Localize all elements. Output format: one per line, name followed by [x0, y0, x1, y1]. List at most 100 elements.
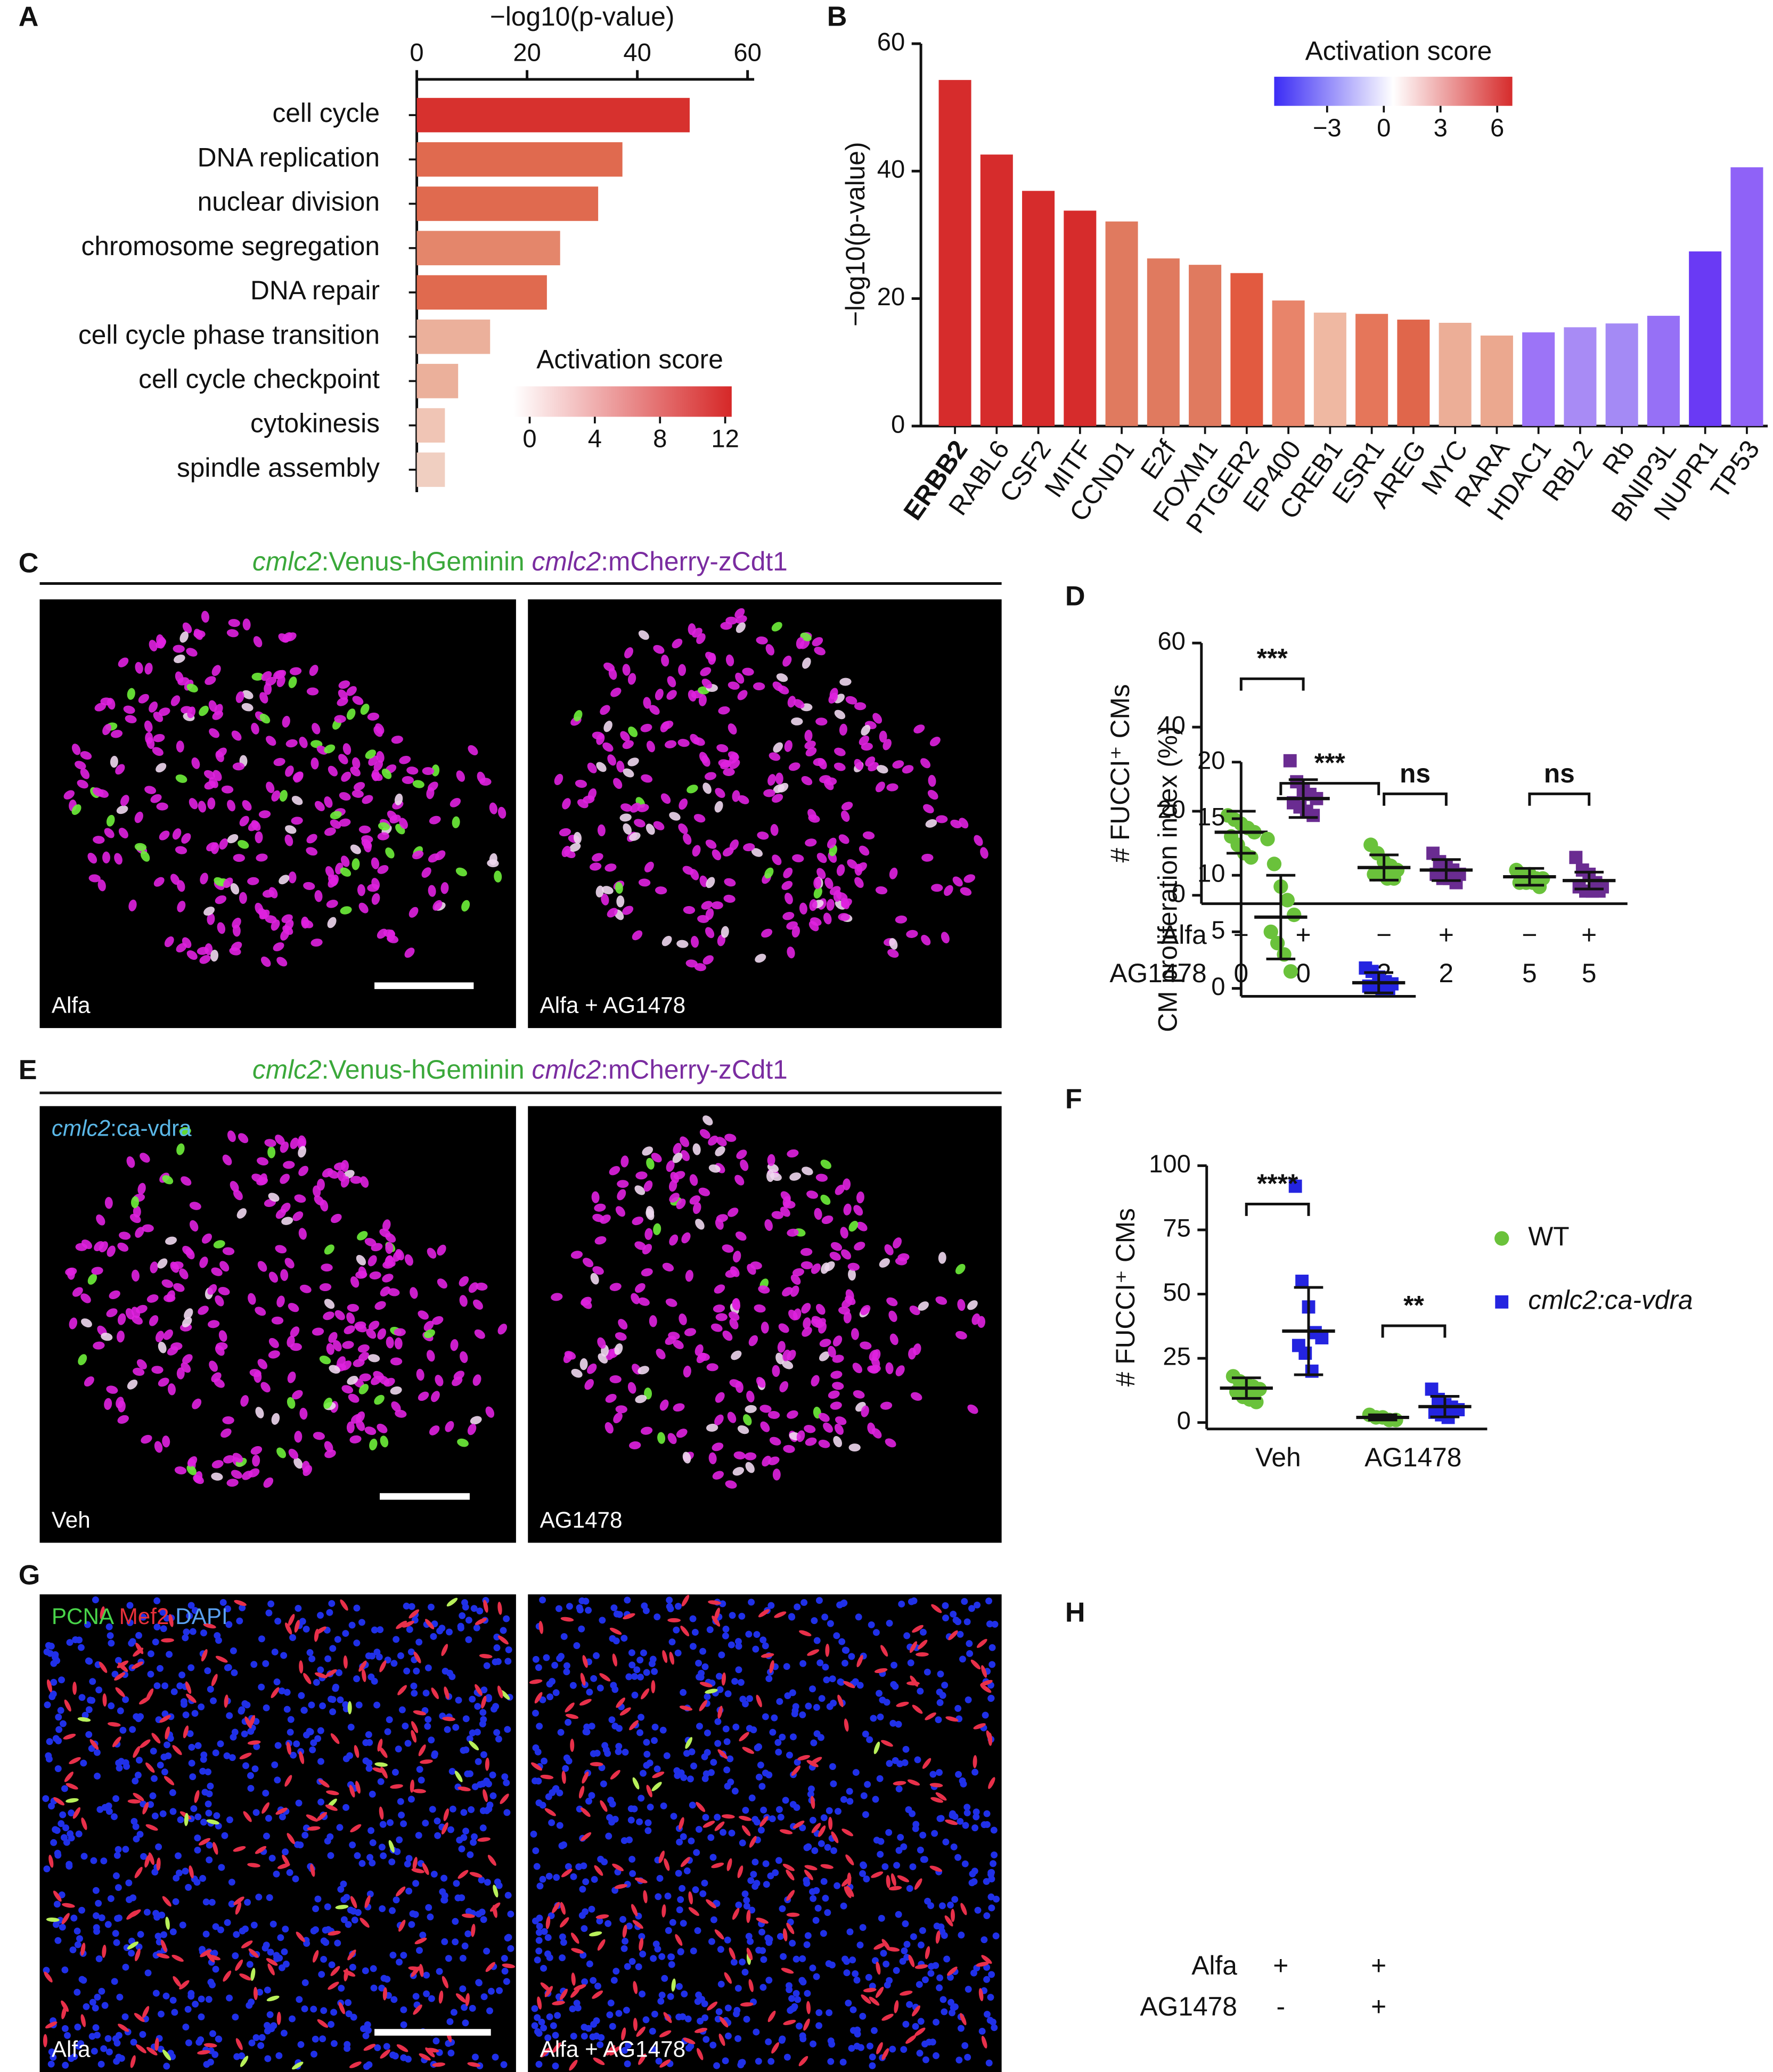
nucleus: [561, 1869, 573, 1878]
nucleus: [345, 1999, 352, 2006]
nucleus: [548, 1819, 555, 1826]
nucleus: [643, 1750, 651, 1758]
nucleus: [98, 1988, 105, 1995]
nucleus: [255, 1307, 266, 1316]
nucleus: [592, 853, 603, 862]
nucleus: [297, 2041, 305, 2048]
nucleus: [224, 1605, 231, 1612]
nucleus: [698, 1187, 710, 1196]
nucleus: [405, 1887, 413, 1895]
nucleus: [541, 1928, 548, 1935]
nucleus: [683, 2037, 696, 2044]
nucleus: [535, 1937, 543, 1944]
nucleus: [623, 823, 632, 835]
nucleus: [131, 1269, 140, 1282]
nucleus: [207, 1284, 217, 1295]
colorbar-tick-label: 8: [653, 425, 667, 453]
nucleus: [471, 1923, 476, 1937]
nucleus: [973, 1723, 986, 1730]
nucleus: [722, 1244, 734, 1253]
nucleus: [271, 1649, 279, 1655]
nucleus: [314, 890, 323, 902]
nucleus: [675, 1870, 682, 1877]
nucleus: [624, 647, 634, 658]
nucleus: [718, 759, 730, 768]
nucleus: [172, 828, 182, 840]
nucleus: [100, 1606, 105, 1620]
nucleus: [93, 1924, 100, 1931]
nucleus: [386, 1336, 394, 1349]
nucleus: [708, 1164, 721, 1173]
y-tick-label: 75: [1163, 1214, 1191, 1242]
nucleus: [552, 2032, 559, 2039]
nucleus: [331, 1213, 342, 1223]
nucleus: [625, 1673, 633, 1681]
data-point: [1280, 893, 1295, 908]
nucleus: [551, 1293, 563, 1301]
nucleus: [330, 819, 341, 829]
nucleus: [362, 795, 373, 804]
nucleus: [312, 1327, 324, 1336]
nucleus: [863, 1988, 877, 1993]
nucleus: [288, 1303, 299, 1312]
nucleus: [209, 1981, 216, 1988]
nucleus: [707, 2001, 718, 2011]
nucleus: [170, 874, 180, 885]
nucleus: [952, 876, 963, 887]
nucleus: [276, 1295, 285, 1308]
nucleus: [306, 847, 318, 856]
nucleus: [969, 1870, 976, 1878]
nucleus: [535, 1947, 543, 1955]
nucleus: [811, 1617, 818, 1625]
nucleus: [428, 885, 436, 897]
nucleus: [698, 1352, 710, 1361]
nucleus: [740, 1159, 749, 1171]
nucleus: [110, 755, 118, 768]
nucleus: [194, 1790, 200, 1803]
nucleus: [140, 1853, 148, 1860]
nucleus: [159, 1810, 167, 1817]
nucleus: [454, 1771, 463, 1782]
nucleus: [99, 1661, 108, 1673]
y-axis-title: −log10(p-value): [840, 142, 870, 327]
nucleus: [228, 1754, 236, 1761]
nucleus: [839, 2058, 847, 2066]
nucleus: [888, 1310, 897, 1322]
nucleus: [424, 1723, 431, 1730]
nucleus: [105, 2048, 113, 2055]
nucleus: [159, 1715, 171, 1723]
nucleus: [314, 1628, 319, 1642]
nucleus: [59, 1811, 67, 1818]
bar: [416, 142, 623, 177]
nucleus: [627, 673, 636, 685]
nucleus: [682, 1451, 691, 1464]
nucleus: [871, 2027, 878, 2034]
nucleus: [614, 1343, 623, 1355]
nucleus: [565, 1863, 572, 1870]
bar: [1605, 323, 1638, 426]
nucleus: [840, 1599, 848, 1606]
nucleus: [846, 1798, 854, 1805]
nucleus: [66, 1798, 79, 1803]
nucleus: [80, 2014, 86, 2027]
nucleus: [571, 1368, 583, 1378]
nucleus: [732, 1298, 740, 1310]
nucleus: [328, 1600, 336, 1607]
nucleus: [782, 1863, 795, 1871]
nucleus: [938, 1928, 946, 1935]
nucleus: [393, 1636, 400, 1643]
nucleus: [896, 1701, 909, 1707]
nucleus: [889, 938, 898, 950]
nucleus: [881, 2013, 894, 2021]
nucleus: [561, 845, 571, 858]
nucleus: [238, 2052, 246, 2060]
nucleus: [164, 1741, 170, 1749]
nucleus: [501, 1773, 509, 1781]
nucleus: [477, 1837, 491, 1842]
nucleus: [750, 1871, 757, 1878]
nucleus: [813, 1730, 821, 1737]
nucleus: [432, 900, 443, 911]
nucleus: [939, 1996, 947, 2003]
nucleus: [815, 717, 828, 726]
nucleus: [693, 1849, 700, 1856]
